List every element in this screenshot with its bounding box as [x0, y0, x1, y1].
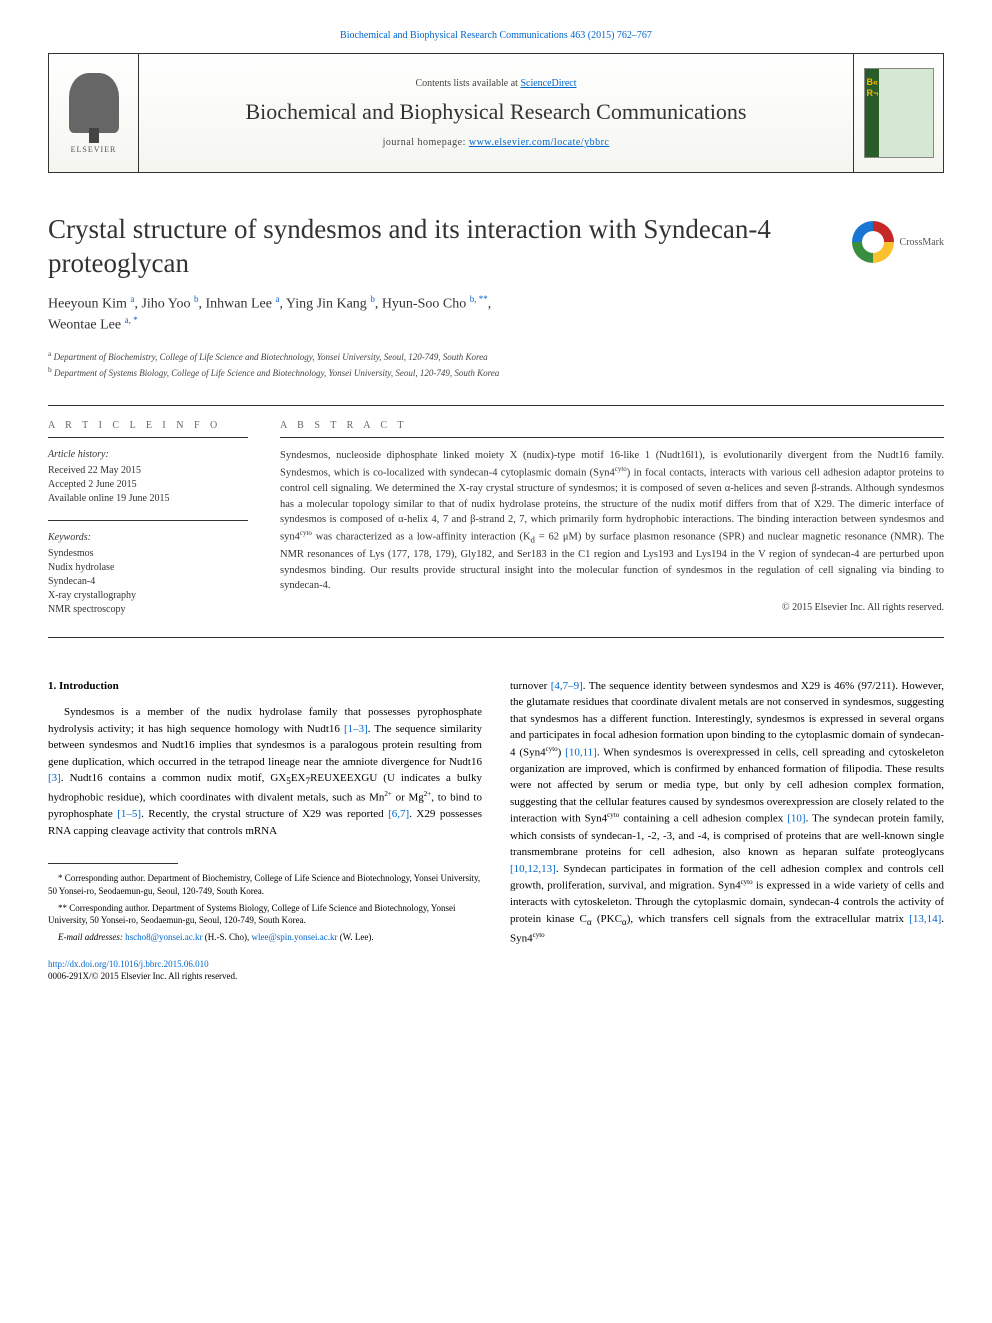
elsevier-tree-icon	[69, 73, 119, 133]
contents-label: Contents lists available at	[415, 78, 520, 89]
keywords-label: Keywords:	[48, 531, 248, 545]
article-history-block: Article history: Received 22 May 2015 Ac…	[48, 448, 248, 506]
homepage-link[interactable]: www.elsevier.com/locate/ybbrc	[469, 137, 609, 148]
affiliation-a: a Department of Biochemistry, College of…	[48, 348, 944, 365]
ref-link[interactable]: [4,7–9]	[551, 680, 583, 692]
ref-link[interactable]: [10]	[787, 813, 805, 825]
article-info-heading: A R T I C L E I N F O	[48, 420, 248, 438]
publisher-label: ELSEVIER	[71, 145, 117, 154]
abstract-heading: A B S T R A C T	[280, 420, 944, 438]
section-separator	[48, 405, 944, 406]
info-separator	[48, 520, 248, 521]
crossmark-label: CrossMark	[900, 237, 944, 248]
keyword: Nudix hydrolase	[48, 561, 248, 575]
affiliation-b: b Department of Systems Biology, College…	[48, 364, 944, 381]
ref-link[interactable]: [10,12,13]	[510, 863, 556, 875]
journal-citation-link[interactable]: Biochemical and Biophysical Research Com…	[48, 30, 944, 41]
doi-link[interactable]: http://dx.doi.org/10.1016/j.bbrc.2015.06…	[48, 959, 209, 969]
doi-block: http://dx.doi.org/10.1016/j.bbrc.2015.06…	[48, 959, 482, 982]
contents-available-line: Contents lists available at ScienceDirec…	[415, 78, 576, 89]
footnote-separator	[48, 863, 178, 864]
section-separator	[48, 637, 944, 638]
journal-cover-box	[853, 54, 943, 172]
keywords-block: Keywords: Syndesmos Nudix hydrolase Synd…	[48, 531, 248, 617]
article-info-sidebar: A R T I C L E I N F O Article history: R…	[48, 420, 248, 617]
crossmark-badge[interactable]: CrossMark	[852, 221, 944, 263]
keyword: Syndesmos	[48, 547, 248, 561]
issn-copyright: 0006-291X/© 2015 Elsevier Inc. All right…	[48, 971, 237, 981]
email-link[interactable]: hscho8@yonsei.ac.kr	[125, 932, 202, 942]
abstract-copyright: © 2015 Elsevier Inc. All rights reserved…	[280, 602, 944, 613]
keyword: X-ray crystallography	[48, 589, 248, 603]
online-date: Available online 19 June 2015	[48, 492, 248, 506]
body-column-right: turnover [4,7–9]. The sequence identity …	[510, 678, 944, 983]
header-center: Contents lists available at ScienceDirec…	[139, 54, 853, 172]
crossmark-icon	[852, 221, 894, 263]
ref-link[interactable]: [1–3]	[344, 723, 368, 735]
publisher-logo-box: ELSEVIER	[49, 54, 139, 172]
body-paragraph: turnover [4,7–9]. The sequence identity …	[510, 678, 944, 947]
ref-link[interactable]: [10,11]	[565, 746, 597, 758]
abstract-block: A B S T R A C T Syndesmos, nucleoside di…	[280, 420, 944, 617]
footnotes: * Corresponding author. Department of Bi…	[48, 872, 482, 943]
journal-cover-thumbnail	[864, 68, 934, 158]
ref-link[interactable]: [13,14]	[909, 913, 941, 925]
history-label: Article history:	[48, 448, 248, 462]
ref-link[interactable]: [1–5]	[117, 808, 141, 820]
sciencedirect-link[interactable]: ScienceDirect	[520, 78, 576, 89]
email-link[interactable]: wlee@spin.yonsei.ac.kr	[251, 932, 337, 942]
journal-header: ELSEVIER Contents lists available at Sci…	[48, 53, 944, 173]
accepted-date: Accepted 2 June 2015	[48, 478, 248, 492]
keyword: Syndecan-4	[48, 575, 248, 589]
body-paragraph: Syndesmos is a member of the nudix hydro…	[48, 704, 482, 839]
corresponding-author-2: ** Corresponding author. Department of S…	[48, 902, 482, 927]
introduction-heading: 1. Introduction	[48, 678, 482, 695]
received-date: Received 22 May 2015	[48, 464, 248, 478]
abstract-text: Syndesmos, nucleoside diphosphate linked…	[280, 448, 944, 594]
ref-link[interactable]: [3]	[48, 772, 61, 784]
journal-title: Biochemical and Biophysical Research Com…	[246, 99, 747, 125]
body-two-column: 1. Introduction Syndesmos is a member of…	[48, 678, 944, 983]
email-addresses: E-mail addresses: hscho8@yonsei.ac.kr (H…	[48, 931, 482, 944]
ref-link[interactable]: [6,7]	[388, 808, 409, 820]
homepage-label: journal homepage:	[383, 137, 469, 148]
keyword: NMR spectroscopy	[48, 603, 248, 617]
journal-homepage-line: journal homepage: www.elsevier.com/locat…	[383, 137, 610, 148]
affiliations: a Department of Biochemistry, College of…	[48, 348, 944, 381]
article-title: Crystal structure of syndesmos and its i…	[48, 213, 832, 281]
authors-line: Heeyoun Kim a, Jiho Yoo b, Inhwan Lee a,…	[48, 293, 944, 336]
body-column-left: 1. Introduction Syndesmos is a member of…	[48, 678, 482, 983]
corresponding-author-1: * Corresponding author. Department of Bi…	[48, 872, 482, 897]
